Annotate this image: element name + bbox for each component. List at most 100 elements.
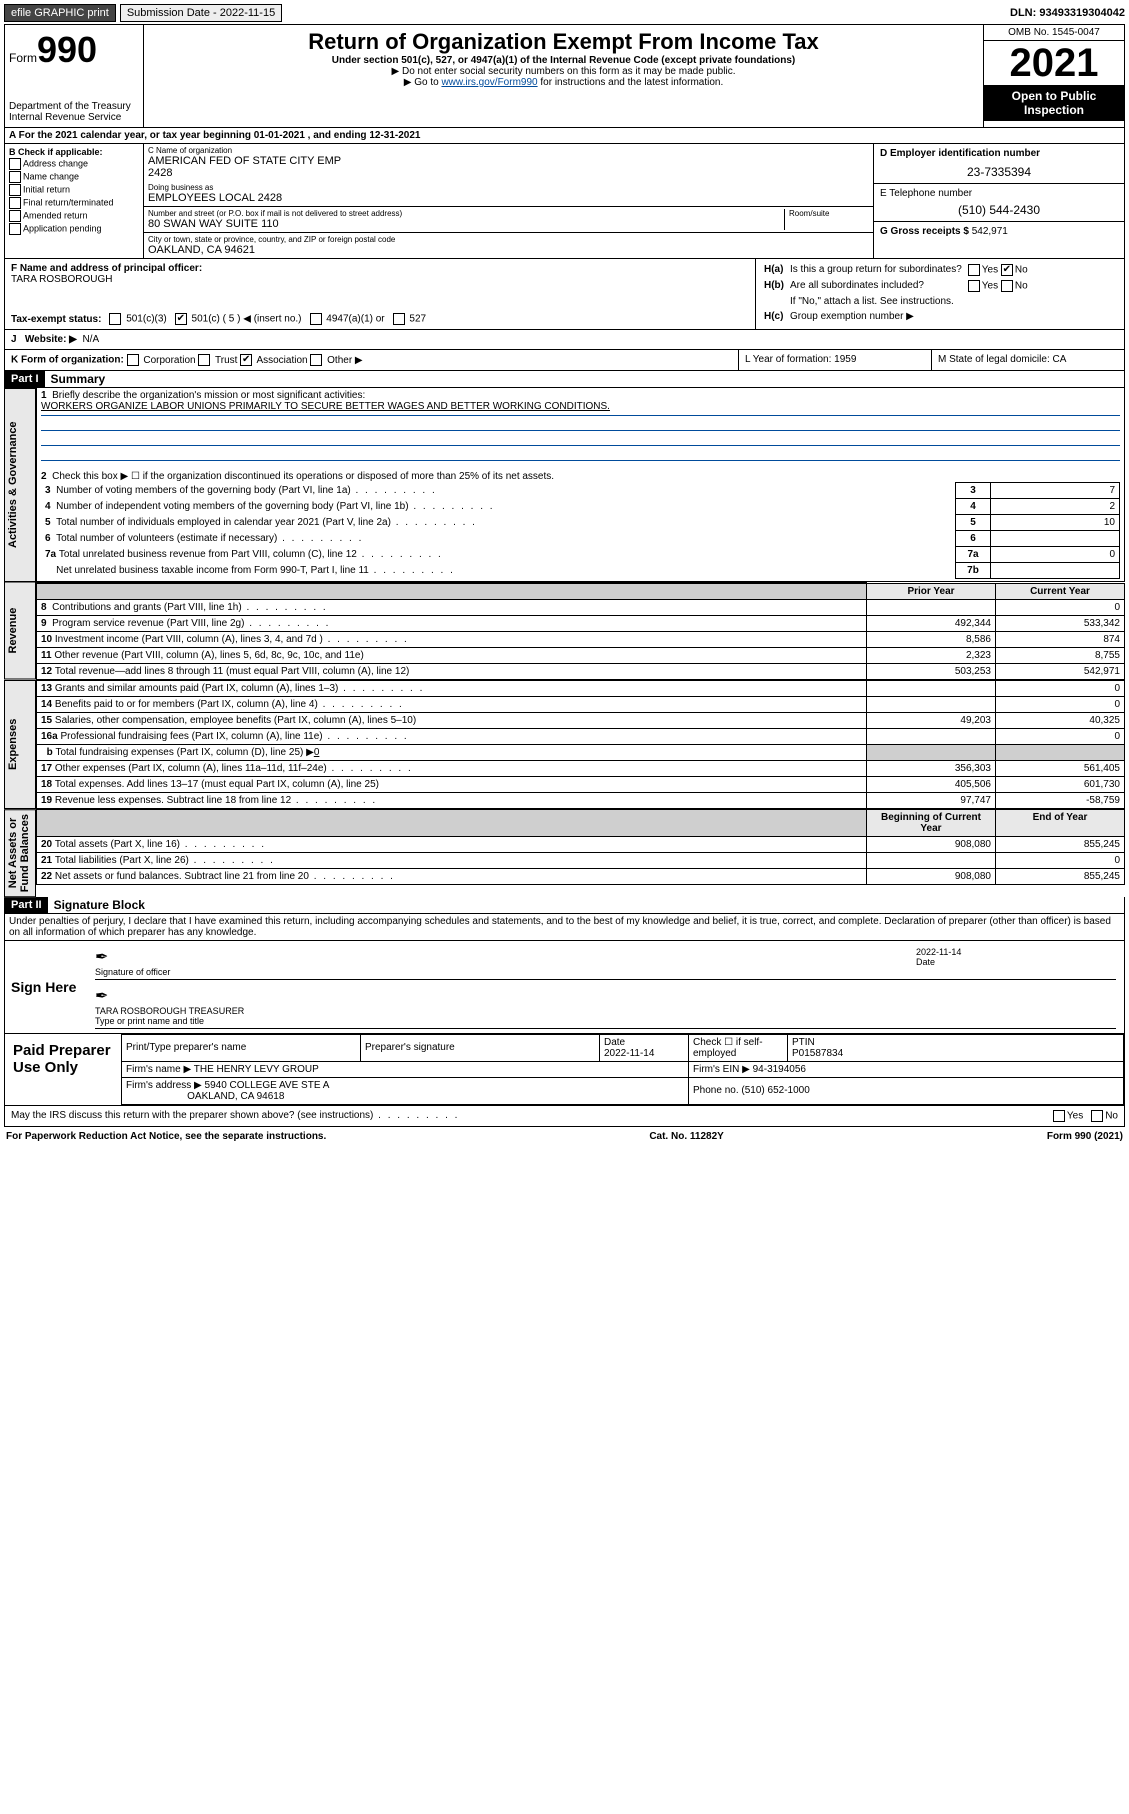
ptin-label: PTIN [792, 1037, 815, 1048]
line16a-curr: 0 [996, 728, 1125, 744]
prep-date-label: Date [604, 1037, 625, 1048]
dept-label: Department of the Treasury Internal Reve… [9, 101, 139, 123]
irs-link[interactable]: www.irs.gov/Form990 [441, 77, 537, 88]
J-row: J Website: ▶ N/A [4, 330, 1125, 350]
line8-label: Contributions and grants (Part VIII, lin… [52, 602, 328, 613]
chk-pending[interactable]: Application pending [9, 223, 139, 235]
M-label: M State of legal domicile: [938, 354, 1050, 365]
org-name: AMERICAN FED OF STATE CITY EMP 2428 [148, 155, 869, 179]
firm-ein-label: Firm's EIN ▶ [693, 1064, 750, 1075]
line3-value: 7 [991, 483, 1120, 499]
chk-address[interactable]: Address change [9, 158, 139, 170]
partII-title: Signature Block [48, 898, 145, 912]
chk-corp[interactable]: Corporation [127, 355, 196, 366]
form-number: 990 [37, 29, 97, 70]
line16a-label: Professional fundraising fees (Part IX, … [60, 731, 408, 742]
Ha-no[interactable] [1001, 264, 1013, 276]
line18-prior: 405,506 [867, 776, 996, 792]
line16a-prior [867, 728, 996, 744]
J-label: J [11, 334, 22, 345]
line13-curr: 0 [996, 680, 1125, 696]
line6-value [991, 531, 1120, 547]
expenses-table: 13 Grants and similar amounts paid (Part… [36, 680, 1125, 809]
omb-number: OMB No. 1545-0047 [984, 25, 1124, 41]
firm-name: THE HENRY LEVY GROUP [194, 1064, 319, 1075]
col-B: B Check if applicable: Address change Na… [5, 144, 144, 258]
chk-other[interactable]: Other ▶ [310, 355, 362, 366]
line15-curr: 40,325 [996, 712, 1125, 728]
chk-4947[interactable]: 4947(a)(1) or [310, 313, 385, 325]
line16b-value: 0 [314, 747, 320, 758]
line4-value: 2 [991, 499, 1120, 515]
chk-name[interactable]: Name change [9, 171, 139, 183]
line17-label: Other expenses (Part IX, column (A), lin… [55, 763, 413, 774]
section-revenue: Revenue Prior YearCurrent Year 8 Contrib… [4, 582, 1125, 680]
firm-ein: 94-3194056 [753, 1064, 806, 1075]
Hb-no[interactable] [1001, 280, 1013, 292]
mission-blank3 [41, 446, 1120, 461]
website-value: N/A [82, 334, 99, 345]
line14-prior [867, 696, 996, 712]
chk-501c5[interactable]: 501(c) ( 5 ) ◀ (insert no.) [175, 313, 302, 325]
line20-curr: 855,245 [996, 836, 1125, 852]
gross-receipts: 542,971 [972, 226, 1008, 237]
form-label: Form990 [9, 29, 139, 71]
prep-self-employed[interactable]: Check ☐ if self-employed [689, 1034, 788, 1061]
sig-officer-label: Signature of officer [95, 967, 170, 977]
line6-label: Total number of volunteers (estimate if … [56, 533, 363, 544]
sig-date-label: Date [916, 957, 935, 967]
Hc-text: Group exemption number ▶ [788, 310, 1030, 323]
firm-name-label: Firm's name ▶ [126, 1064, 191, 1075]
col-DEG: D Employer identification number 23-7335… [873, 144, 1124, 258]
line7b-label: Net unrelated business taxable income fr… [56, 565, 455, 576]
H-table: H(a)Is this a group return for subordina… [760, 261, 1032, 325]
sign-here-block: Sign Here ✒ Signature of officer 2022-11… [4, 941, 1125, 1034]
discuss-row: May the IRS discuss this return with the… [4, 1106, 1125, 1127]
part-II-header: Part II Signature Block [4, 897, 1125, 914]
line7a-value: 0 [991, 547, 1120, 563]
D-label: D Employer identification number [880, 148, 1118, 159]
line21-prior [867, 852, 996, 868]
line19-curr: -58,759 [996, 792, 1125, 808]
chk-trust[interactable]: Trust [198, 355, 237, 366]
line14-label: Benefits paid to or for members (Part IX… [55, 699, 404, 710]
line17-curr: 561,405 [996, 760, 1125, 776]
line4-label: Number of independent voting members of … [56, 501, 494, 512]
line20-label: Total assets (Part X, line 16) [55, 839, 266, 850]
C-name-label: C Name of organization [148, 146, 869, 155]
hdr-curr: Current Year [996, 583, 1125, 599]
line19-label: Revenue less expenses. Subtract line 18 … [55, 795, 377, 806]
top-bar: efile GRAPHIC print Submission Date - 20… [4, 4, 1125, 22]
efile-label: efile GRAPHIC print [4, 4, 116, 22]
prep-table: Print/Type preparer's name Preparer's si… [121, 1034, 1124, 1105]
Ha-yes[interactable] [968, 264, 980, 276]
B-header: B Check if applicable: [9, 147, 139, 157]
phone-value: (510) 544-2430 [880, 203, 1118, 217]
line9-label: Program service revenue (Part VIII, line… [52, 618, 330, 629]
firm-addr1: 5940 COLLEGE AVE STE A [205, 1080, 330, 1091]
chk-initial[interactable]: Initial return [9, 184, 139, 196]
chk-assoc[interactable]: Association [240, 355, 307, 366]
year-formation: 1959 [834, 354, 856, 365]
footer-right: Form 990 (2021) [1047, 1131, 1123, 1142]
G-label: G Gross receipts $ [880, 226, 969, 237]
line20-prior: 908,080 [867, 836, 996, 852]
line10-label: Investment income (Part VIII, column (A)… [55, 634, 409, 645]
firm-addr2: OAKLAND, CA 94618 [187, 1091, 284, 1102]
line21-label: Total liabilities (Part X, line 26) [55, 855, 275, 866]
line7b-value [991, 563, 1120, 579]
line19-prior: 97,747 [867, 792, 996, 808]
discuss-yes[interactable]: Yes [1053, 1110, 1083, 1122]
Hb-yes[interactable] [968, 280, 980, 292]
chk-amended[interactable]: Amended return [9, 210, 139, 222]
line10-prior: 8,586 [867, 631, 996, 647]
chk-527[interactable]: 527 [393, 313, 426, 325]
line15-prior: 49,203 [867, 712, 996, 728]
line9-curr: 533,342 [996, 615, 1125, 631]
street-value: 80 SWAN WAY SUITE 110 [148, 218, 784, 230]
gov-table: 3 Number of voting members of the govern… [41, 482, 1120, 579]
discuss-no[interactable]: No [1091, 1110, 1118, 1122]
chk-final[interactable]: Final return/terminated [9, 197, 139, 209]
instr-ssn: ▶ Do not enter social security numbers o… [148, 66, 979, 77]
chk-501c3[interactable]: 501(c)(3) [109, 313, 166, 325]
